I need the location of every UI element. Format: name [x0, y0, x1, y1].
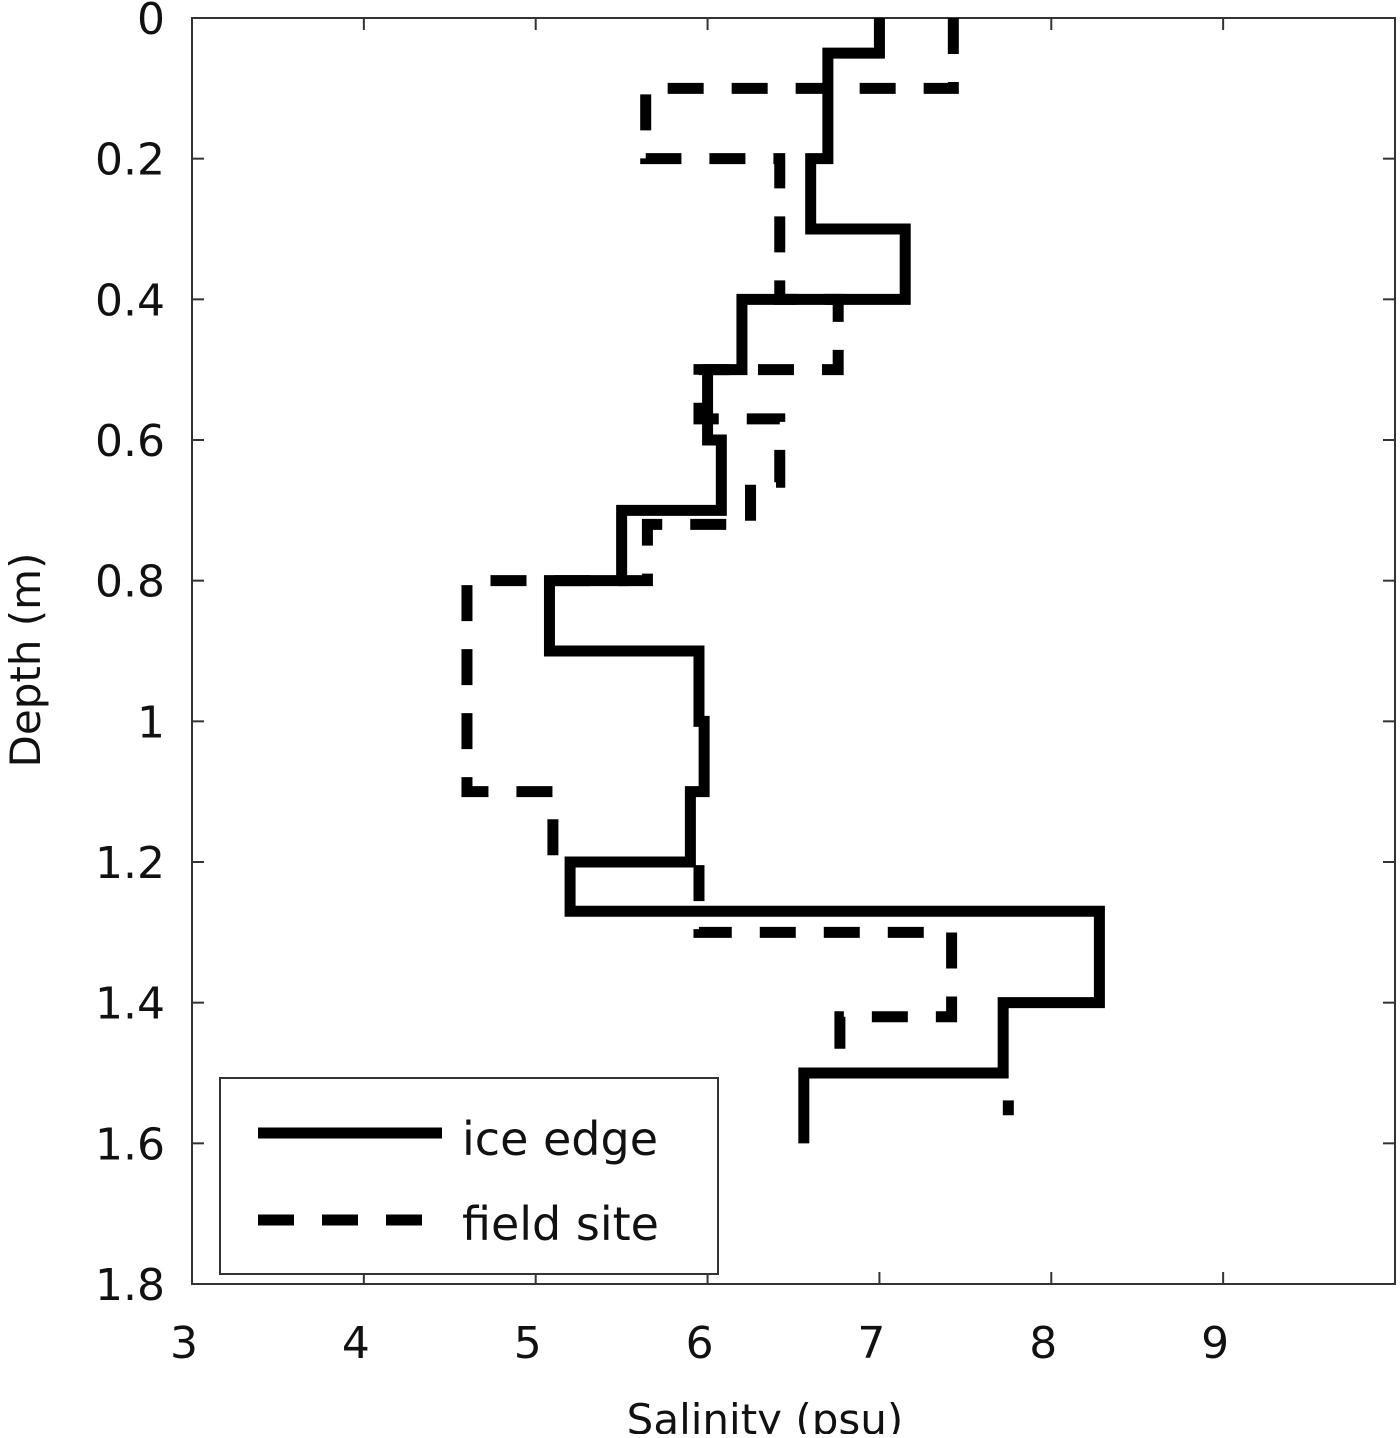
x-tick-label: 5 [514, 1318, 542, 1369]
y-tick-label: 1.2 [95, 838, 165, 889]
y-tick-label: 0.2 [95, 135, 165, 186]
y-tick-label: 1 [137, 697, 165, 748]
y-tick-label: 0.8 [95, 557, 165, 608]
x-tick-label: 3 [170, 1318, 198, 1369]
y-tick-label: 1.4 [95, 979, 165, 1030]
x-tick-label: 6 [686, 1318, 714, 1369]
plot-area [191, 17, 1396, 1285]
y-tick-label: 0.6 [95, 416, 165, 467]
y-tick-label: 1.8 [95, 1260, 165, 1311]
legend-label-ice-edge: ice edge [462, 1112, 658, 1166]
series-line-field-site [461, 18, 1014, 1116]
legend-box [219, 1077, 719, 1275]
x-axis-label: Salinity (psu) [627, 1395, 904, 1434]
x-tick-label: 9 [1201, 1318, 1229, 1369]
x-tick-label: 7 [857, 1318, 885, 1369]
x-tick-label: 8 [1029, 1318, 1057, 1369]
y-tick-label: 1.6 [95, 1119, 165, 1170]
y-axis-label: Depth (m) [1, 553, 50, 768]
legend: ice edge field site [219, 1077, 719, 1275]
y-tick-label: 0 [137, 0, 165, 45]
legend-label-field-site: field site [462, 1197, 659, 1251]
x-tick-label: 4 [342, 1318, 370, 1369]
y-tick-label: 0.4 [95, 275, 165, 326]
